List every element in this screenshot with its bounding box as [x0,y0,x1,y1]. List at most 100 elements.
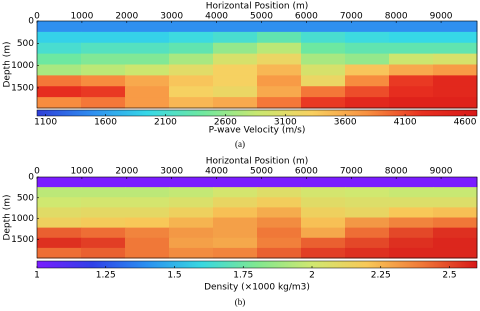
y-tick-label: 1000 [11,61,34,71]
heatmap-cell [81,31,126,44]
heatmap-cell [213,53,258,65]
heatmap-cell [81,86,126,98]
x-tick-label: 5000 [250,167,273,177]
heatmap-cell [433,86,478,98]
heatmap-cell [301,75,346,87]
colorbar-title: P-wave Velocity (m/s) [209,126,306,136]
heatmap-cell [37,247,82,259]
heatmap-cell [301,177,346,188]
heatmap-cell [389,197,434,208]
heatmap-cell [389,64,434,76]
heatmap-cell [301,53,346,65]
heatmap-cell [389,237,434,249]
x-axis-title: Horizontal Position (m) [206,157,309,167]
heatmap-cell [213,42,258,55]
heatmap-cell [389,21,434,33]
heatmap-cell [257,217,302,229]
heatmap-cell [81,21,126,33]
y-tick-label: 500 [17,193,34,203]
heatmap-cell [213,197,258,208]
heatmap-cell [345,187,390,198]
x-tick-label: 3000 [160,167,183,177]
heatmap-cell [257,42,302,55]
heatmap-cell [345,237,390,249]
heatmap-cell [213,31,258,44]
heatmap-cell [169,227,214,239]
y-tick-label: 0 [28,173,34,183]
plot-frame [36,176,478,259]
heatmap-cell [433,42,478,55]
colorbar-tick-label: 2600 [214,118,237,128]
heatmap-cell [345,42,390,55]
heatmap-cell [213,75,258,87]
heatmap-cell [345,207,390,218]
y-tick-label: 1500 [11,83,34,93]
heatmap-cell [389,97,434,109]
heatmap-cell [125,42,170,55]
heatmap-cell [301,64,346,76]
heatmap-cell [213,21,258,33]
heatmap-cell [81,177,126,188]
heatmap-cell [169,187,214,198]
heatmap-cell [345,86,390,98]
heatmap-cell [257,21,302,33]
heatmap-cell [345,247,390,259]
heatmap-cell [433,247,478,259]
heatmap-cell [345,75,390,87]
heatmap-cell [37,86,82,98]
heatmap-cell [389,177,434,188]
heatmap-cell [213,64,258,76]
heatmap-cell [257,64,302,76]
x-tick-label: 6000 [295,12,318,22]
heatmap-cell [301,207,346,218]
heatmap-cell [125,227,170,239]
x-tick-label: 0 [34,12,40,22]
heatmap-cell [125,207,170,218]
heatmap-cell [257,177,302,188]
heatmap-cell [257,247,302,259]
heatmap-cell [389,31,434,44]
heatmap-cell [345,31,390,44]
colorbar-tick-label: 2100 [154,118,177,128]
heatmap-cell [213,97,258,109]
x-tick-label: 5000 [250,12,273,22]
heatmap-cell [433,217,478,229]
y-axis-title: Depth (m) [3,194,13,240]
heatmap-cell [37,237,82,249]
colorbar [36,109,478,117]
heatmap-cell [257,97,302,109]
heatmap-cell [125,31,170,44]
heatmap-cell [125,237,170,249]
heatmap-cell [125,21,170,33]
plot-frame [36,20,478,109]
heatmap-cell [169,86,214,98]
heatmap-cell [169,97,214,109]
heatmap-cell [169,197,214,208]
heatmap-cell [213,217,258,229]
heatmap-cell [169,75,214,87]
heatmap-cell [81,64,126,76]
heatmap-cell [389,86,434,98]
heatmap-cell [213,207,258,218]
heatmap-cell [125,177,170,188]
heatmap-cell [81,247,126,259]
heatmap-cell [389,247,434,259]
heatmap-cell [125,197,170,208]
heatmap-cell [81,187,126,198]
heatmap-cell [213,86,258,98]
heatmap-cell [169,21,214,33]
heatmap-cell [301,227,346,239]
colorbar-title: Density (×1000 kg/m3) [204,283,310,293]
heatmap-cell [389,75,434,87]
heatmap-cell [433,53,478,65]
heatmap-cell [257,207,302,218]
heatmap-cell [301,247,346,259]
heatmap-cell [345,217,390,229]
heatmap-cell [433,64,478,76]
heatmap-cell [345,177,390,188]
heatmap-cell [433,237,478,249]
heatmap-cell [37,64,82,76]
heatmap-cell [37,31,82,44]
x-tick-label: 8000 [385,12,408,22]
